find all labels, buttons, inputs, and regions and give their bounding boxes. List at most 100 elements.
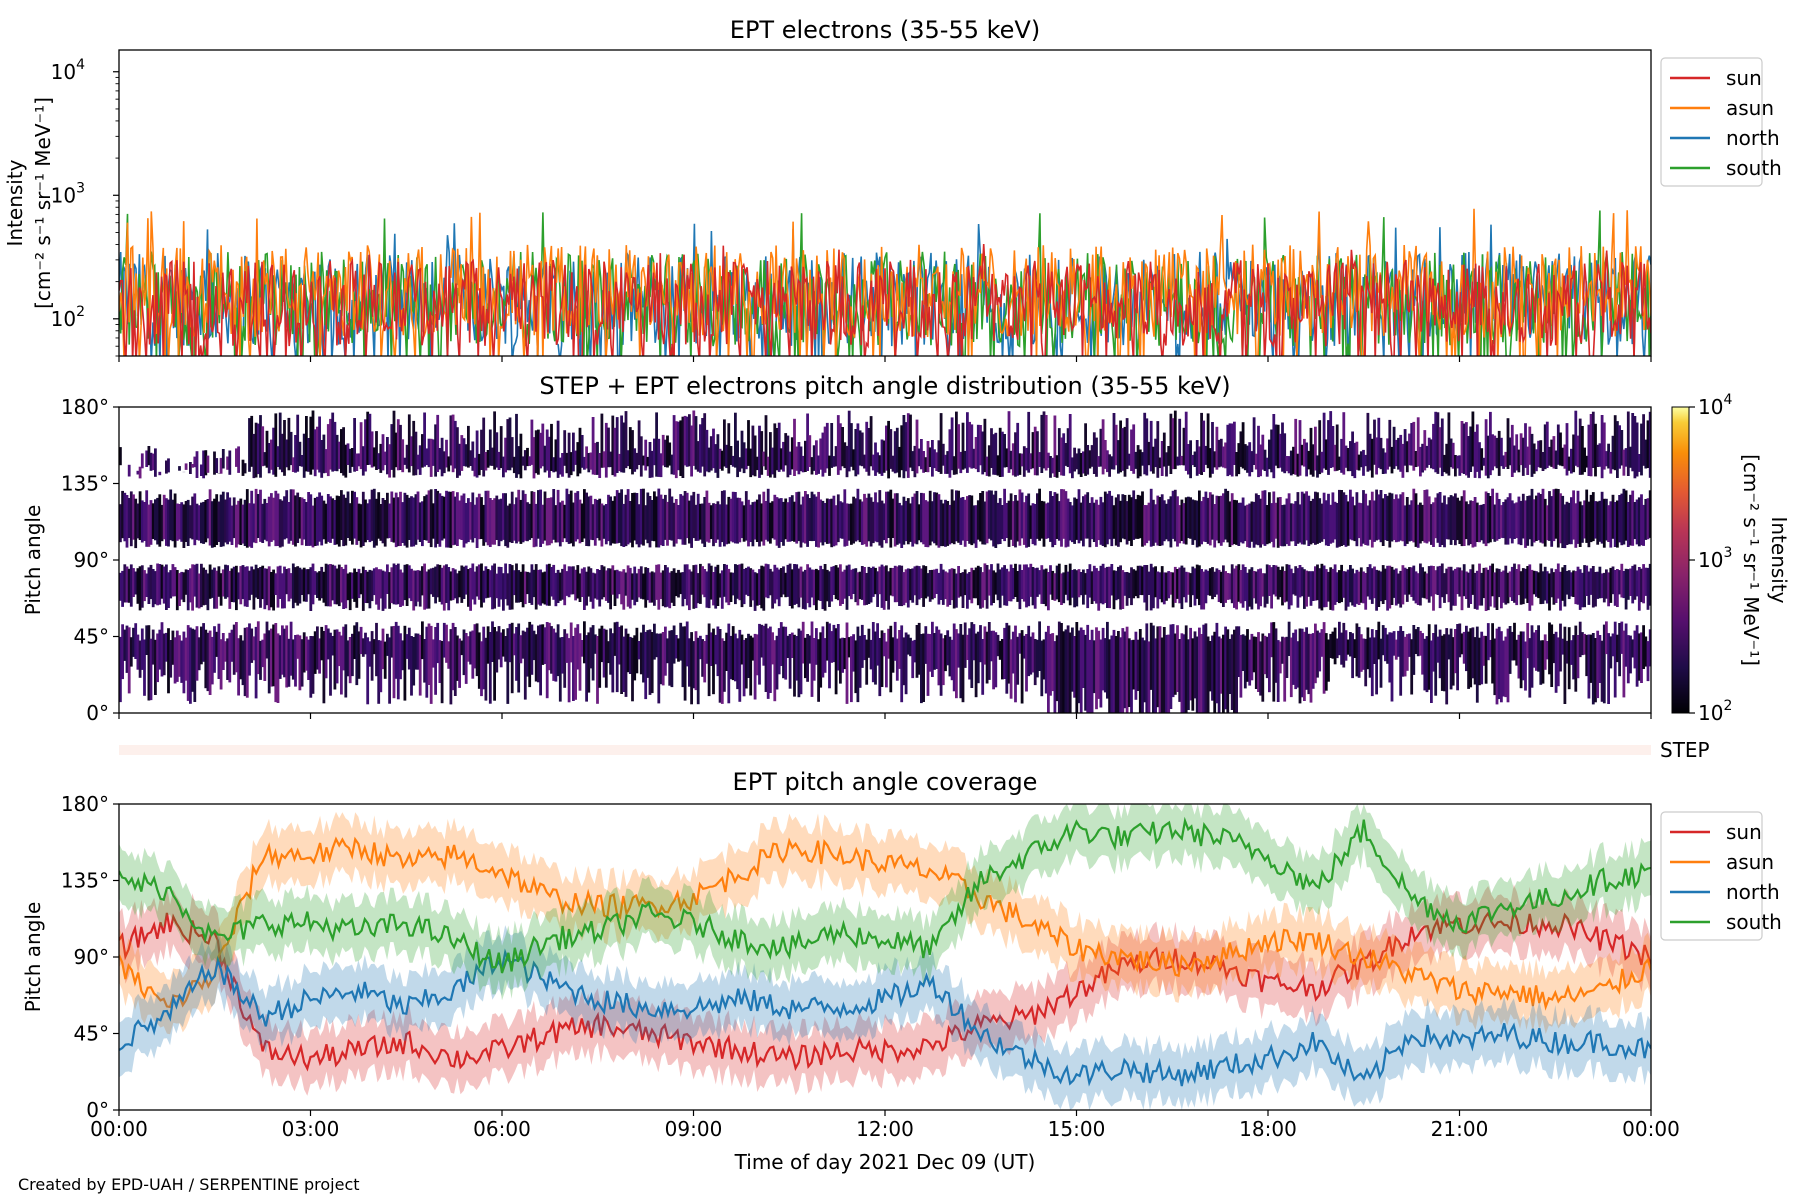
pad-cell	[1410, 423, 1414, 466]
pad-cell	[727, 423, 731, 474]
pad-cell	[1563, 504, 1567, 549]
pad-cell	[265, 503, 269, 542]
pad-cell	[1020, 630, 1024, 704]
pad-cell	[307, 569, 310, 595]
pad-cell	[241, 459, 245, 476]
pad-cell	[644, 439, 648, 471]
pad-cell	[1027, 625, 1031, 677]
pad-cell	[906, 634, 910, 655]
pad-cell	[1440, 502, 1444, 545]
pad-cell	[913, 493, 917, 544]
pad-cell	[1386, 565, 1389, 611]
pad-cell	[598, 498, 602, 541]
pad-cell	[548, 436, 551, 478]
pad-cell	[154, 639, 157, 695]
pad-cell	[434, 489, 437, 548]
pad-cell	[1189, 497, 1192, 539]
pad-cell	[274, 623, 278, 703]
pad-cell	[309, 636, 313, 698]
pad-cell	[377, 569, 381, 610]
pad-cell	[974, 437, 978, 470]
pad-cell	[1458, 500, 1462, 544]
pad-cell	[1616, 569, 1619, 607]
pad-cell	[418, 570, 422, 607]
pad-cell	[895, 638, 899, 681]
pad-cell	[1528, 638, 1532, 698]
pad-cell	[882, 632, 886, 657]
pad-cell	[270, 572, 273, 608]
pad-cell	[318, 416, 321, 473]
pad-cell	[744, 567, 748, 595]
pad-cell	[1169, 413, 1173, 474]
pad-cell	[1635, 499, 1639, 545]
pad-cell	[499, 567, 503, 600]
pad-cell	[1403, 429, 1407, 466]
pad-cell	[1071, 570, 1074, 598]
pad-cell	[1215, 495, 1219, 541]
legend-label-asun: asun	[1726, 96, 1774, 120]
pad-cell	[1427, 624, 1431, 690]
pad-cell	[692, 565, 696, 609]
pad-cell	[1077, 448, 1081, 475]
pad-cell	[672, 415, 676, 475]
pad-cell	[806, 413, 809, 471]
pad-cell	[235, 448, 238, 467]
pad-cell	[1458, 623, 1462, 658]
pad-cell	[381, 628, 385, 670]
pad-cell	[1219, 638, 1223, 694]
pad-cell	[830, 566, 834, 602]
pad-cell	[1401, 565, 1405, 605]
pad-cell	[1454, 455, 1457, 477]
pad-cell	[1071, 505, 1074, 543]
pad-cell	[372, 447, 376, 467]
pad-cell	[843, 442, 847, 469]
pad-cell	[944, 454, 947, 474]
pad-cell	[1180, 499, 1184, 541]
pad-cell	[460, 495, 464, 540]
pad-cell	[200, 563, 203, 608]
pad-cell	[482, 626, 486, 690]
panel2-ytick-label: 180°	[61, 395, 109, 419]
pad-cell	[738, 564, 742, 601]
pad-cell	[1408, 433, 1411, 466]
pad-cell	[1082, 496, 1085, 547]
pad-cell	[1502, 455, 1505, 469]
pad-cell	[996, 502, 1000, 545]
pad-cell	[125, 625, 129, 673]
pad-cell	[534, 564, 538, 610]
pad-cell	[1130, 567, 1133, 606]
pad-cell	[856, 626, 860, 703]
pad-cell	[874, 492, 877, 542]
pad-cell	[1346, 639, 1350, 655]
pad-cell	[769, 568, 772, 596]
panel1-ytick-label: 104	[51, 57, 85, 84]
pad-cell	[1193, 568, 1197, 606]
pad-cell	[734, 412, 737, 468]
pad-cell	[1344, 630, 1348, 661]
pad-cell	[554, 632, 558, 682]
pad-cell	[561, 500, 564, 543]
pad-cell	[1265, 457, 1269, 477]
pad-cell	[200, 464, 203, 476]
pad-cell	[1184, 497, 1188, 545]
pad-cell	[574, 627, 577, 700]
pad-cell	[576, 565, 580, 599]
pad-cell	[276, 566, 280, 608]
pad-cell	[1224, 571, 1227, 603]
pad-cell	[1112, 505, 1116, 539]
pad-cell	[403, 564, 407, 601]
pad-cell	[451, 414, 455, 473]
pad-cell	[342, 568, 345, 609]
pad-cell	[1611, 633, 1615, 657]
pad-cell	[1036, 639, 1039, 678]
pad-cell	[1475, 570, 1479, 610]
pad-cell	[241, 640, 245, 686]
pad-cell	[1502, 640, 1505, 697]
pad-cell	[1390, 493, 1394, 542]
pad-cell	[699, 563, 702, 604]
pad-cell	[589, 627, 593, 669]
pad-cell	[817, 570, 820, 601]
pad-cell	[127, 464, 131, 477]
